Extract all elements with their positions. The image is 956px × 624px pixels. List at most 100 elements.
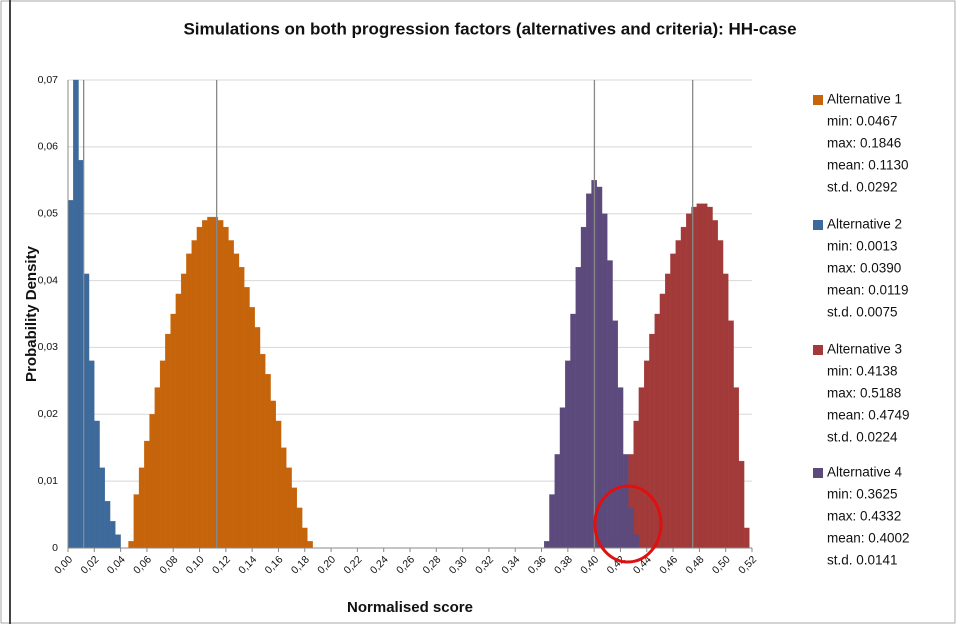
- y-tick-label: 0,02: [38, 408, 59, 420]
- bar: [633, 534, 640, 549]
- y-tick-label: 0,04: [38, 274, 59, 286]
- bar: [612, 320, 618, 549]
- bar: [286, 467, 292, 549]
- bar: [733, 387, 739, 549]
- legend-stat: st.d. 0.0292: [827, 180, 898, 195]
- bar: [717, 240, 724, 549]
- highlight-circle: [593, 484, 663, 564]
- bar: [565, 360, 571, 549]
- bar: [78, 160, 84, 549]
- bar: [159, 360, 166, 549]
- bar: [738, 460, 745, 549]
- bar: [586, 193, 592, 549]
- y-tick-label: 0,03: [38, 341, 59, 353]
- bar: [244, 287, 250, 549]
- bar: [217, 220, 224, 549]
- legend-stat: st.d. 0.0224: [827, 430, 898, 445]
- chart-title: Simulations on both progression factors …: [183, 19, 796, 38]
- x-axis-title: Normalised score: [347, 599, 473, 616]
- legend-swatch: [813, 468, 823, 478]
- bar: [133, 494, 140, 549]
- bar: [628, 507, 634, 549]
- bar: [109, 521, 116, 549]
- legend-stat: max: 0.4332: [827, 509, 901, 524]
- bar: [686, 213, 692, 549]
- legend-stat: min: 0.0467: [827, 114, 898, 129]
- bar: [701, 203, 708, 549]
- bar: [307, 541, 313, 549]
- bar: [570, 313, 576, 549]
- bar: [249, 307, 255, 549]
- bar: [165, 333, 171, 549]
- legend-stat: min: 0.4138: [827, 364, 898, 379]
- bar: [575, 267, 582, 549]
- bar: [115, 534, 121, 549]
- legend-swatch: [813, 220, 823, 230]
- bar: [554, 454, 561, 549]
- bar: [722, 273, 729, 549]
- y-tick-label: 0,07: [38, 74, 59, 86]
- bar: [138, 467, 145, 549]
- legend-stat: mean: 0.4749: [827, 408, 910, 423]
- bar: [128, 541, 134, 549]
- bar: [607, 260, 613, 549]
- bar: [743, 527, 750, 549]
- bar: [633, 420, 640, 549]
- bar: [104, 501, 111, 549]
- bar: [296, 507, 303, 549]
- bar: [207, 216, 213, 549]
- y-tick-label: 0,05: [38, 207, 59, 219]
- bar: [196, 226, 203, 549]
- bar: [259, 353, 266, 549]
- bar: [223, 226, 229, 549]
- bar: [233, 253, 240, 549]
- bar: [643, 360, 650, 549]
- bar: [94, 420, 100, 549]
- bar: [254, 327, 261, 549]
- bar: [301, 527, 308, 549]
- bar: [265, 374, 271, 549]
- bar: [707, 206, 713, 549]
- legend-stat: st.d. 0.0141: [827, 553, 898, 568]
- bar: [622, 454, 629, 549]
- bar: [180, 273, 187, 549]
- bar: [202, 220, 208, 549]
- legend-stat: min: 0.0013: [827, 239, 898, 254]
- legend-stat: mean: 0.1130: [827, 158, 909, 173]
- bar: [88, 360, 95, 549]
- bar: [712, 220, 718, 549]
- bar: [638, 387, 645, 549]
- legend-label: Alternative 3: [827, 342, 902, 357]
- legend-label: Alternative 1: [827, 92, 902, 107]
- bar: [559, 407, 566, 549]
- y-tick-label: 0: [52, 542, 58, 554]
- bar: [675, 240, 682, 549]
- bar: [280, 447, 287, 549]
- legend-stat: min: 0.3625: [827, 487, 898, 502]
- bar: [67, 200, 74, 549]
- legend-label: Alternative 2: [827, 217, 902, 232]
- legend-stat: mean: 0.4002: [827, 531, 910, 546]
- y-tick-label: 0,01: [38, 475, 59, 487]
- bar: [191, 240, 198, 549]
- bar: [596, 186, 603, 549]
- bar: [238, 267, 245, 549]
- bar: [144, 440, 150, 549]
- bar: [670, 253, 676, 549]
- bar: [275, 420, 282, 549]
- bar: [544, 541, 550, 549]
- legend-stat: st.d. 0.0075: [827, 305, 898, 320]
- legend-label: Alternative 4: [827, 465, 903, 480]
- legend-swatch: [813, 95, 823, 105]
- legend-stat: mean: 0.0119: [827, 283, 909, 298]
- bar: [73, 79, 79, 549]
- bar: [170, 313, 177, 549]
- legend-stat: max: 0.1846: [827, 136, 901, 151]
- bar: [99, 467, 105, 549]
- legend-swatch: [813, 345, 823, 355]
- legend-stat: max: 0.5188: [827, 386, 901, 401]
- bar: [83, 273, 90, 549]
- y-tick-label: 0,06: [38, 141, 59, 153]
- bar: [696, 203, 703, 549]
- bar: [186, 253, 192, 549]
